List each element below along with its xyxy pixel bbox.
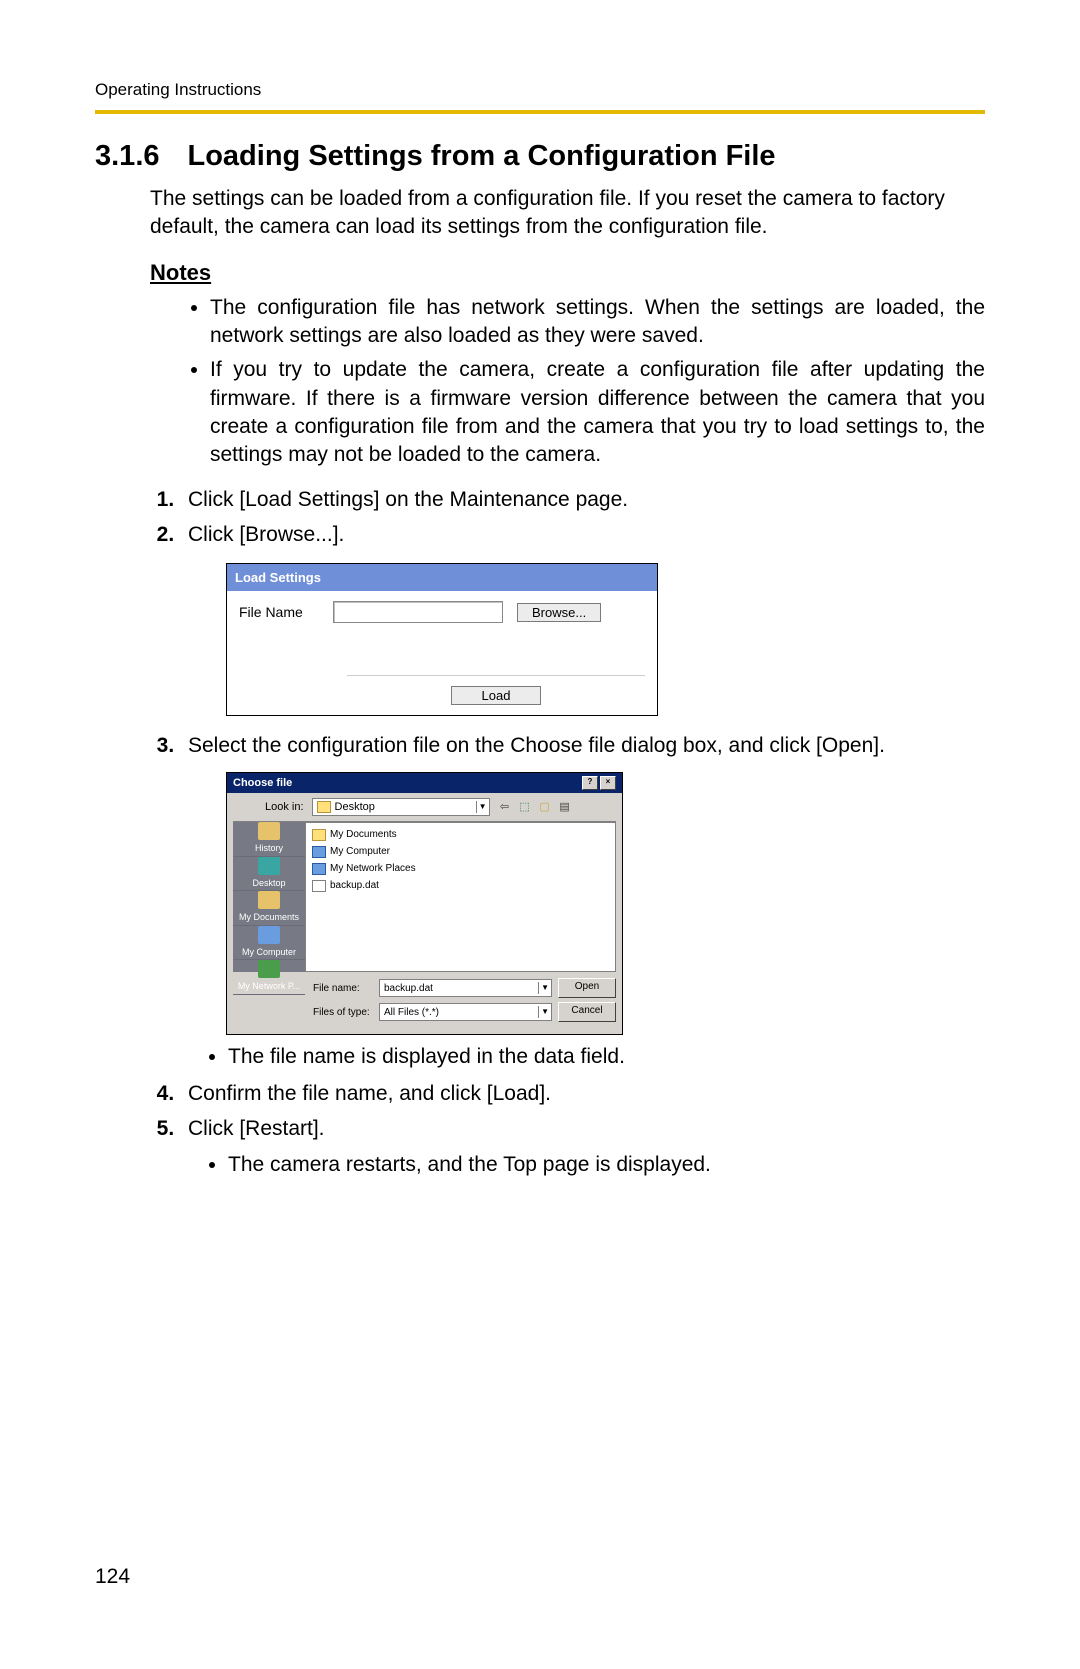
step-2: Click [Browse...]. Load Settings File Na… xyxy=(180,519,985,716)
cancel-button[interactable]: Cancel xyxy=(558,1002,616,1022)
file-name-label: File name: xyxy=(313,981,373,996)
chevron-down-icon: ▼ xyxy=(476,801,487,813)
list-item[interactable]: My Documents xyxy=(312,827,609,842)
document-page: Operating Instructions 3.1.6 Loading Set… xyxy=(0,0,1080,1669)
note-item: The configuration file has network setti… xyxy=(210,294,985,351)
choose-file-main: History Desktop My Documents My Com xyxy=(233,821,616,972)
choose-file-titlebar: Choose file ? × xyxy=(227,773,622,794)
choose-file-title: Choose file xyxy=(233,775,292,792)
sub-item: The camera restarts, and the Top page is… xyxy=(228,1151,985,1179)
files-of-type-field[interactable]: All Files (*.*) ▼ xyxy=(379,1003,552,1021)
sidebar-label: My Computer xyxy=(242,946,296,960)
step-3: Select the configuration file on the Cho… xyxy=(180,730,985,1071)
choose-file-bottom: File name: backup.dat ▼ Open Files of ty… xyxy=(227,978,622,1034)
choose-file-sidebar: History Desktop My Documents My Com xyxy=(233,822,305,972)
list-item-label: My Computer xyxy=(330,844,390,859)
section-title: Loading Settings from a Configuration Fi… xyxy=(188,140,776,173)
documents-icon xyxy=(258,891,280,909)
files-of-type-label: Files of type: xyxy=(313,1005,373,1020)
chevron-down-icon: ▼ xyxy=(538,1006,549,1018)
list-item[interactable]: My Computer xyxy=(312,844,609,859)
open-button[interactable]: Open xyxy=(558,978,616,998)
step-text: Confirm the file name, and click [Load]. xyxy=(188,1082,551,1105)
sub-item: The file name is displayed in the data f… xyxy=(228,1043,985,1071)
step-text: Select the configuration file on the Cho… xyxy=(188,734,885,757)
network-icon xyxy=(258,960,280,978)
folder-icon xyxy=(317,801,331,813)
steps-list: Click [Load Settings] on the Maintenance… xyxy=(150,484,985,1179)
help-button[interactable]: ? xyxy=(582,776,598,790)
choose-file-toolbar: Look in: Desktop ▼ ⇦ ⬚ ▢ ▤ xyxy=(227,793,622,821)
sidebar-label: Desktop xyxy=(252,877,285,891)
notes-heading: Notes xyxy=(150,260,985,286)
desktop-icon xyxy=(258,857,280,875)
sidebar-history[interactable]: History xyxy=(233,822,305,857)
header-rule xyxy=(95,110,985,114)
computer-icon xyxy=(312,846,326,858)
load-settings-panel: Load Settings File Name Browse... Load xyxy=(226,563,658,717)
step-5: Click [Restart]. The camera restarts, an… xyxy=(180,1113,985,1179)
file-icon xyxy=(312,880,326,892)
page-number: 124 xyxy=(95,1565,130,1589)
sidebar-label: My Documents xyxy=(239,911,299,925)
step-text: Click [Restart]. xyxy=(188,1117,325,1140)
toolbar-nav-icons: ⇦ ⬚ ▢ ▤ xyxy=(498,799,572,816)
step-1: Click [Load Settings] on the Maintenance… xyxy=(180,484,985,516)
look-in-dropdown[interactable]: Desktop ▼ xyxy=(312,798,490,816)
files-of-type-value: All Files (*.*) xyxy=(384,1005,439,1020)
list-item[interactable]: My Network Places xyxy=(312,861,609,876)
look-in-value: Desktop xyxy=(335,799,375,816)
sidebar-desktop[interactable]: Desktop xyxy=(233,857,305,892)
step-5-sublist: The camera restarts, and the Top page is… xyxy=(188,1151,985,1179)
load-settings-title: Load Settings xyxy=(227,564,657,592)
file-name-label: File Name xyxy=(239,602,319,623)
list-item-label: My Documents xyxy=(330,827,397,842)
history-icon xyxy=(258,822,280,840)
section-heading: 3.1.6 Loading Settings from a Configurat… xyxy=(95,140,985,173)
notes-list: The configuration file has network setti… xyxy=(150,294,985,470)
note-item: If you try to update the camera, create … xyxy=(210,356,985,469)
computer-icon xyxy=(258,926,280,944)
step-text: Click [Browse...]. xyxy=(188,523,344,546)
back-icon[interactable]: ⇦ xyxy=(498,799,512,816)
step-3-sublist: The file name is displayed in the data f… xyxy=(188,1043,985,1071)
load-settings-footer: Load xyxy=(347,675,645,715)
running-head: Operating Instructions xyxy=(95,80,985,100)
file-name-value: backup.dat xyxy=(384,981,433,996)
choose-file-content[interactable]: My Documents My Computer My Network Plac… xyxy=(305,822,616,972)
views-icon[interactable]: ▤ xyxy=(558,799,572,816)
step-text: Click [Load Settings] on the Maintenance… xyxy=(188,488,628,511)
intro-paragraph: The settings can be loaded from a config… xyxy=(150,185,985,242)
up-icon[interactable]: ⬚ xyxy=(518,799,532,816)
choose-file-dialog: Choose file ? × Look in: Desktop ▼ xyxy=(226,772,623,1036)
load-button[interactable]: Load xyxy=(451,686,542,705)
section-number: 3.1.6 xyxy=(95,140,160,173)
sidebar-documents[interactable]: My Documents xyxy=(233,891,305,926)
look-in-label: Look in: xyxy=(265,799,304,816)
chevron-down-icon: ▼ xyxy=(538,982,549,994)
list-item[interactable]: backup.dat xyxy=(312,878,609,893)
network-icon xyxy=(312,863,326,875)
sidebar-label: History xyxy=(255,842,283,856)
close-button[interactable]: × xyxy=(600,776,616,790)
list-item-label: backup.dat xyxy=(330,878,379,893)
sidebar-computer[interactable]: My Computer xyxy=(233,926,305,961)
file-name-input[interactable] xyxy=(333,601,503,623)
new-folder-icon[interactable]: ▢ xyxy=(538,799,552,816)
step-4: Confirm the file name, and click [Load]. xyxy=(180,1078,985,1110)
folder-icon xyxy=(312,829,326,841)
file-name-field[interactable]: backup.dat ▼ xyxy=(379,979,552,997)
list-item-label: My Network Places xyxy=(330,861,416,876)
load-settings-body: File Name Browse... xyxy=(227,591,657,645)
browse-button[interactable]: Browse... xyxy=(517,603,601,622)
